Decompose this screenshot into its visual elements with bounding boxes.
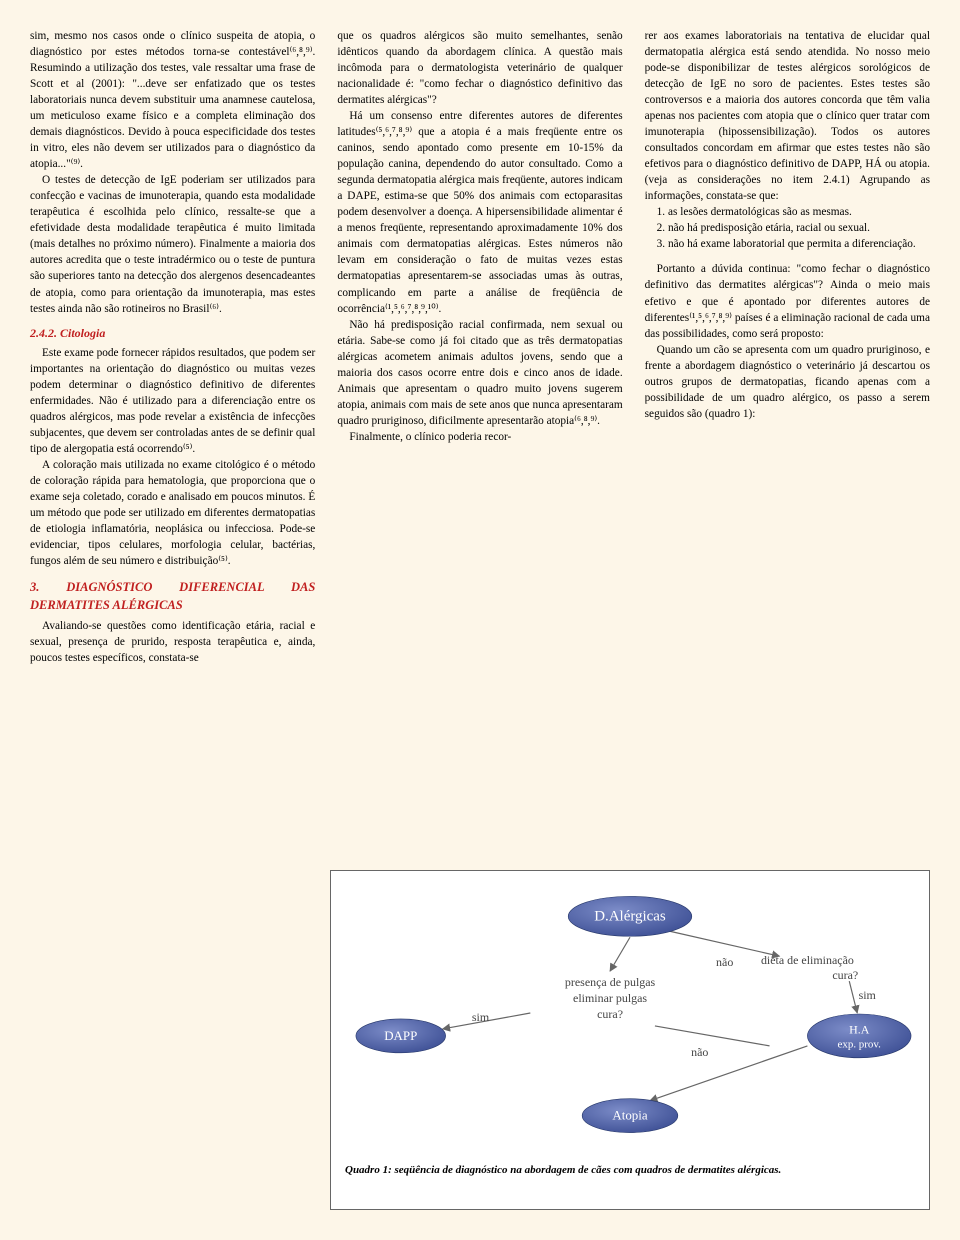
c3-n1: 1. as lesões dermatológicas são as mesma… (645, 204, 930, 220)
lbl-nao1: não (716, 955, 733, 969)
c3-n3: 3. não há exame laboratorial que permita… (645, 236, 930, 252)
column-2: que os quadros alérgicos são muito semel… (337, 28, 622, 856)
c1-p2: O testes de detecção de IgE poderiam ser… (30, 172, 315, 316)
c3-p2: Portanto a dúvida continua: "como fechar… (645, 261, 930, 341)
section-3-title: 3. DIAGNÓSTICO DIFERENCIAL DAS DERMATITE… (30, 579, 315, 615)
c3-p3: Quando um cão se apresenta com um quadro… (645, 342, 930, 422)
subsection-citologia: 2.4.2. Citologia (30, 325, 315, 342)
c1-p4: A coloração mais utilizada no exame cito… (30, 457, 315, 569)
c1-p3: Este exame pode fornecer rápidos resulta… (30, 345, 315, 457)
column-3: rer aos exames laboratoriais na tentativ… (645, 28, 930, 856)
node-atopia-label: Atopia (612, 1108, 647, 1123)
column-1: sim, mesmo nos casos onde o clínico susp… (30, 28, 315, 856)
text-columns: sim, mesmo nos casos onde o clínico susp… (30, 28, 930, 856)
arrow-center-nao-line (655, 1026, 770, 1046)
node-ha-label2: exp. prov. (838, 1038, 882, 1050)
c3-p1: rer aos exames laboratoriais na tentativ… (645, 28, 930, 204)
c1-p1: sim, mesmo nos casos onde o clínico susp… (30, 28, 315, 172)
c1-p5: Avaliando-se questões como identificação… (30, 618, 315, 666)
node-dalergicas-label: D.Alérgicas (594, 909, 666, 925)
node-ha-label1: H.A (849, 1023, 870, 1037)
c2-p4: Finalmente, o clínico poderia recor- (337, 429, 622, 445)
figure-caption: Quadro 1: seqüência de diagnóstico na ab… (331, 1156, 929, 1184)
node-dapp-label: DAPP (384, 1028, 417, 1043)
right-l1: dieta de eliminação (761, 953, 854, 967)
c2-p2: Há um consenso entre diferentes autores … (337, 108, 622, 316)
lbl-sim2: sim (859, 988, 877, 1002)
quadro-1-figure: presença de pulgas eliminar pulgas cura?… (330, 870, 930, 1210)
center-l1: presença de pulgas (565, 975, 656, 989)
right-l2: cura? (832, 968, 858, 982)
c3-n2: 2. não há predisposição etária, racial o… (645, 220, 930, 236)
c2-p3: Não há predisposição racial confirmada, … (337, 317, 622, 429)
lbl-nao2: não (691, 1045, 708, 1059)
arrow-top-center (610, 937, 630, 971)
center-l2: eliminar pulgas (573, 991, 647, 1005)
flowchart-svg: presença de pulgas eliminar pulgas cura?… (331, 871, 929, 1151)
arrow-ha-atopia (650, 1046, 807, 1101)
center-l3: cura? (597, 1007, 623, 1021)
arrow-right-ha (849, 981, 857, 1013)
lbl-sim1: sim (472, 1010, 490, 1024)
c2-p1: que os quadros alérgicos são muito semel… (337, 28, 622, 108)
